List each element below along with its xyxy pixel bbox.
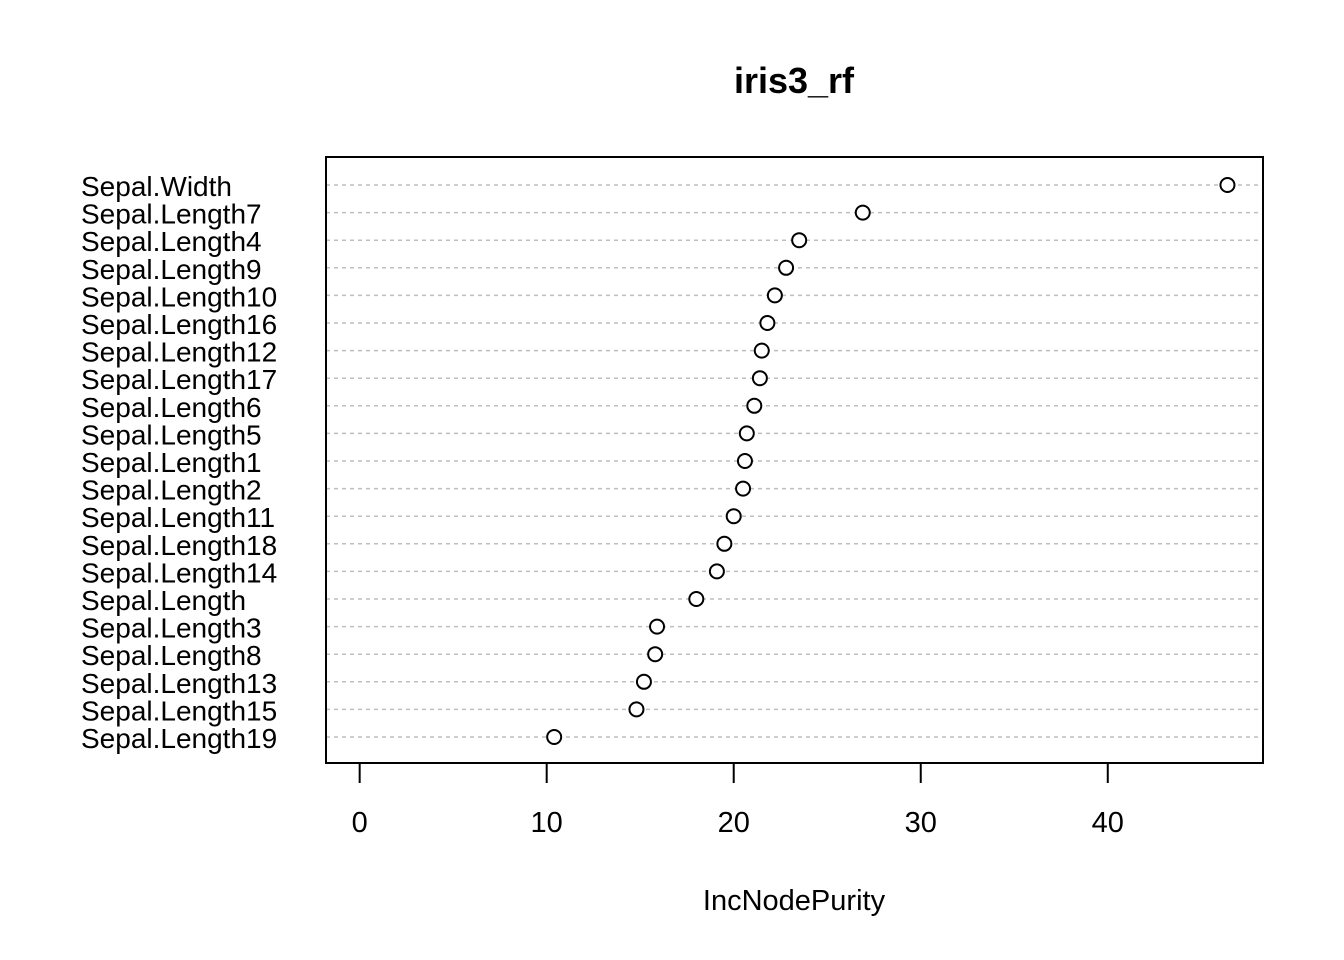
data-point xyxy=(746,397,763,414)
data-point xyxy=(716,535,733,552)
data-point xyxy=(649,618,666,635)
category-label: Sepal.Width xyxy=(81,171,232,202)
data-point xyxy=(778,259,795,276)
category-label: Sepal.Length16 xyxy=(81,309,277,340)
x-tick-label: 0 xyxy=(352,807,368,839)
data-point xyxy=(546,729,563,745)
category-label: Sepal.Length8 xyxy=(81,640,262,671)
category-label: Sepal.Length18 xyxy=(81,530,277,561)
category-label: Sepal.Length7 xyxy=(81,199,262,230)
data-point xyxy=(725,508,742,525)
data-point xyxy=(738,425,755,442)
data-points xyxy=(546,177,1236,745)
data-point xyxy=(854,204,871,221)
category-label: Sepal.Length11 xyxy=(81,502,275,533)
x-tick-label: 30 xyxy=(905,807,937,839)
category-label: Sepal.Length14 xyxy=(81,557,277,588)
category-label: Sepal.Length3 xyxy=(81,613,262,644)
grid-lines xyxy=(326,184,1263,738)
x-tick-label: 10 xyxy=(531,807,563,839)
x-tick-label: 20 xyxy=(718,807,750,839)
category-label: Sepal.Length19 xyxy=(81,723,277,754)
data-point xyxy=(736,453,753,469)
category-label: Sepal.Length xyxy=(81,585,246,616)
data-point xyxy=(635,673,652,690)
category-label: Sepal.Length9 xyxy=(81,254,262,285)
plot-frame xyxy=(325,156,1264,764)
data-point xyxy=(1219,177,1236,193)
category-label: Sepal.Length10 xyxy=(81,281,277,312)
x-axis-label: IncNodePurity xyxy=(703,885,886,917)
category-labels: Sepal.WidthSepal.Length7Sepal.Length4Sep… xyxy=(81,171,277,754)
category-label: Sepal.Length6 xyxy=(81,392,262,423)
x-tick-label: 40 xyxy=(1092,807,1124,839)
category-label: Sepal.Length5 xyxy=(81,419,262,450)
data-point xyxy=(766,287,783,304)
data-point xyxy=(753,342,770,359)
category-label: Sepal.Length17 xyxy=(81,364,277,395)
data-point xyxy=(735,480,752,497)
data-point xyxy=(628,701,645,718)
category-label: Sepal.Length2 xyxy=(81,475,262,506)
chart-title: iris3_rf xyxy=(734,60,855,101)
data-point xyxy=(751,370,768,387)
category-label: Sepal.Length1 xyxy=(81,447,262,478)
x-axis: 0 10 20 30 40 xyxy=(352,763,1124,839)
category-label: Sepal.Length15 xyxy=(81,695,277,726)
data-point xyxy=(647,646,664,663)
category-label: Sepal.Length12 xyxy=(81,337,277,368)
category-label: Sepal.Length13 xyxy=(81,668,277,699)
data-point xyxy=(759,315,776,331)
category-label: Sepal.Length4 xyxy=(81,226,262,257)
data-point xyxy=(791,232,808,249)
data-point xyxy=(688,591,705,607)
data-point xyxy=(708,563,725,580)
